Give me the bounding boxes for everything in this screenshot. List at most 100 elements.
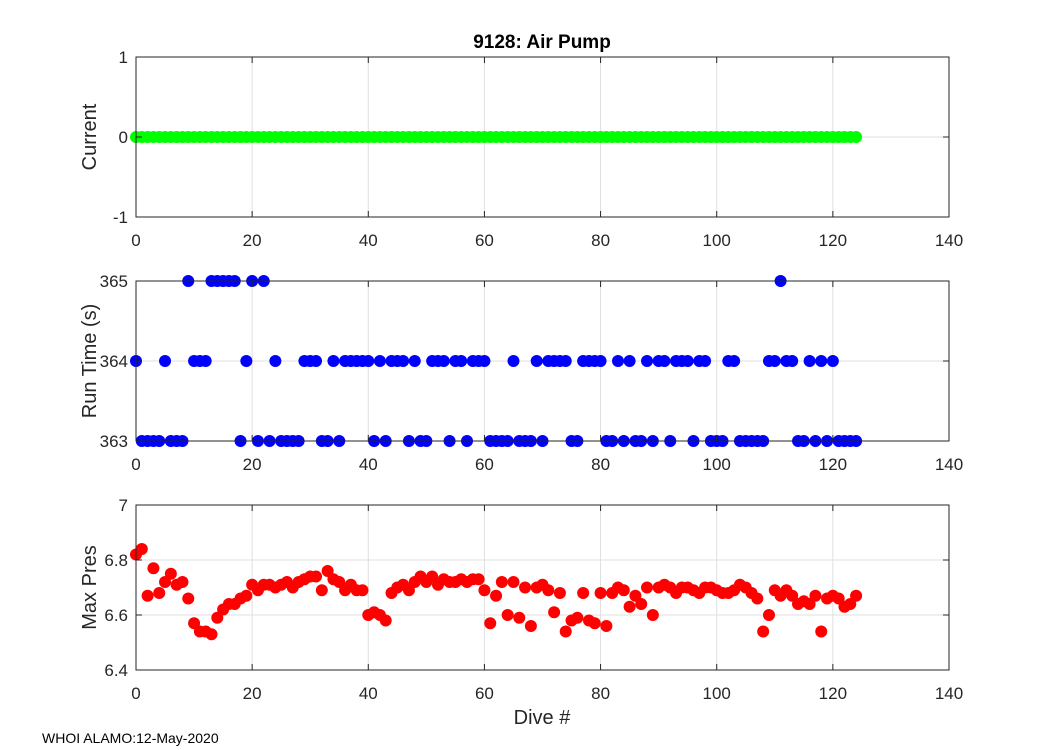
y-tick-label: 7 xyxy=(119,496,128,515)
y-tick-label: 365 xyxy=(100,272,128,291)
x-tick-label: 20 xyxy=(243,684,262,703)
data-point xyxy=(362,355,375,367)
series-points xyxy=(130,543,863,641)
data-point xyxy=(472,573,485,586)
data-point xyxy=(269,355,282,367)
x-tick-label: 100 xyxy=(703,684,731,703)
y-tick-label: 1 xyxy=(119,48,128,67)
footer-text: WHOI ALAMO:12-May-2020 xyxy=(42,730,219,746)
data-point xyxy=(623,600,636,613)
data-point xyxy=(641,355,654,367)
data-point xyxy=(658,355,671,367)
data-point xyxy=(147,562,160,575)
data-point xyxy=(455,355,468,367)
data-point xyxy=(519,581,532,594)
x-tick-label: 100 xyxy=(703,231,731,250)
x-tick-label: 0 xyxy=(131,231,140,250)
data-point xyxy=(478,584,491,597)
data-point xyxy=(588,617,601,630)
data-point xyxy=(577,587,590,599)
data-point xyxy=(815,355,828,367)
data-point xyxy=(815,625,828,638)
data-point xyxy=(164,567,177,580)
data-point xyxy=(182,592,195,605)
data-point xyxy=(141,589,154,602)
data-point xyxy=(641,581,654,594)
data-point xyxy=(850,589,863,602)
x-tick-label: 80 xyxy=(591,455,610,474)
data-point xyxy=(408,355,421,367)
data-point xyxy=(571,611,584,624)
x-tick-label: 20 xyxy=(243,231,262,250)
x-tick-label: 40 xyxy=(359,684,378,703)
data-point xyxy=(600,620,613,632)
panel-3: 0 20 40 60 80 100 120 140 6.4 6.6 6.8 7 Max Pres xyxy=(79,496,963,703)
x-tick-label: 60 xyxy=(475,455,494,474)
data-point xyxy=(762,609,775,621)
data-point xyxy=(205,628,218,641)
data-point xyxy=(635,598,648,610)
data-point xyxy=(379,614,392,627)
data-point xyxy=(681,355,694,367)
data-point xyxy=(199,355,212,367)
data-point xyxy=(135,543,148,555)
x-axis-label: Dive # xyxy=(514,707,572,729)
data-point xyxy=(542,584,555,597)
data-point xyxy=(159,355,172,367)
x-tick-label: 100 xyxy=(703,455,731,474)
x-tick-label: 40 xyxy=(359,231,378,250)
x-tick-label: 0 xyxy=(131,684,140,703)
chart-title: 9128: Air Pump xyxy=(473,32,611,53)
x-tick-label: 120 xyxy=(819,455,847,474)
y-tick-label: 363 xyxy=(100,432,128,451)
y-axis-label: Current xyxy=(79,103,101,170)
y-tick-label: 6.6 xyxy=(104,606,128,625)
data-point xyxy=(803,355,816,367)
data-point xyxy=(553,587,566,599)
x-tick-label: 0 xyxy=(131,455,140,474)
data-point xyxy=(611,355,624,367)
data-point xyxy=(478,355,491,367)
y-tick-label: 6.8 xyxy=(104,551,128,570)
x-tick-label: 80 xyxy=(591,231,610,250)
y-tick-label: 364 xyxy=(100,352,128,371)
series-points xyxy=(130,131,863,143)
data-point xyxy=(495,576,508,588)
data-point xyxy=(397,355,410,367)
x-tick-label: 80 xyxy=(591,684,610,703)
data-point xyxy=(809,589,822,602)
data-point xyxy=(768,355,781,367)
data-point xyxy=(728,355,741,367)
y-axis-label: Max Pres xyxy=(79,545,101,629)
data-point xyxy=(240,589,253,602)
data-point xyxy=(176,576,189,588)
x-tick-label: 140 xyxy=(935,231,963,250)
x-tick-label: 120 xyxy=(819,231,847,250)
x-tick-label: 140 xyxy=(935,684,963,703)
data-point xyxy=(548,606,561,619)
data-point xyxy=(524,620,537,632)
data-point xyxy=(240,355,253,367)
data-point xyxy=(513,611,526,624)
panel-2: 0 20 40 60 80 100 120 140 363 364 365 Run Time (s) xyxy=(79,272,963,474)
data-point xyxy=(559,625,572,638)
x-tick-label: 20 xyxy=(243,455,262,474)
data-point xyxy=(507,355,520,367)
data-point xyxy=(594,355,607,367)
data-point xyxy=(699,355,712,367)
data-point xyxy=(327,355,340,367)
data-point xyxy=(751,592,764,605)
data-point xyxy=(850,131,863,143)
data-point xyxy=(310,570,323,583)
data-point xyxy=(826,355,839,367)
data-point xyxy=(530,355,543,367)
data-point xyxy=(757,625,770,638)
y-tick-label: 0 xyxy=(119,128,128,147)
x-tick-label: 120 xyxy=(819,684,847,703)
data-point xyxy=(315,584,328,597)
x-tick-label: 140 xyxy=(935,455,963,474)
data-point xyxy=(310,355,323,367)
data-point xyxy=(646,609,659,621)
